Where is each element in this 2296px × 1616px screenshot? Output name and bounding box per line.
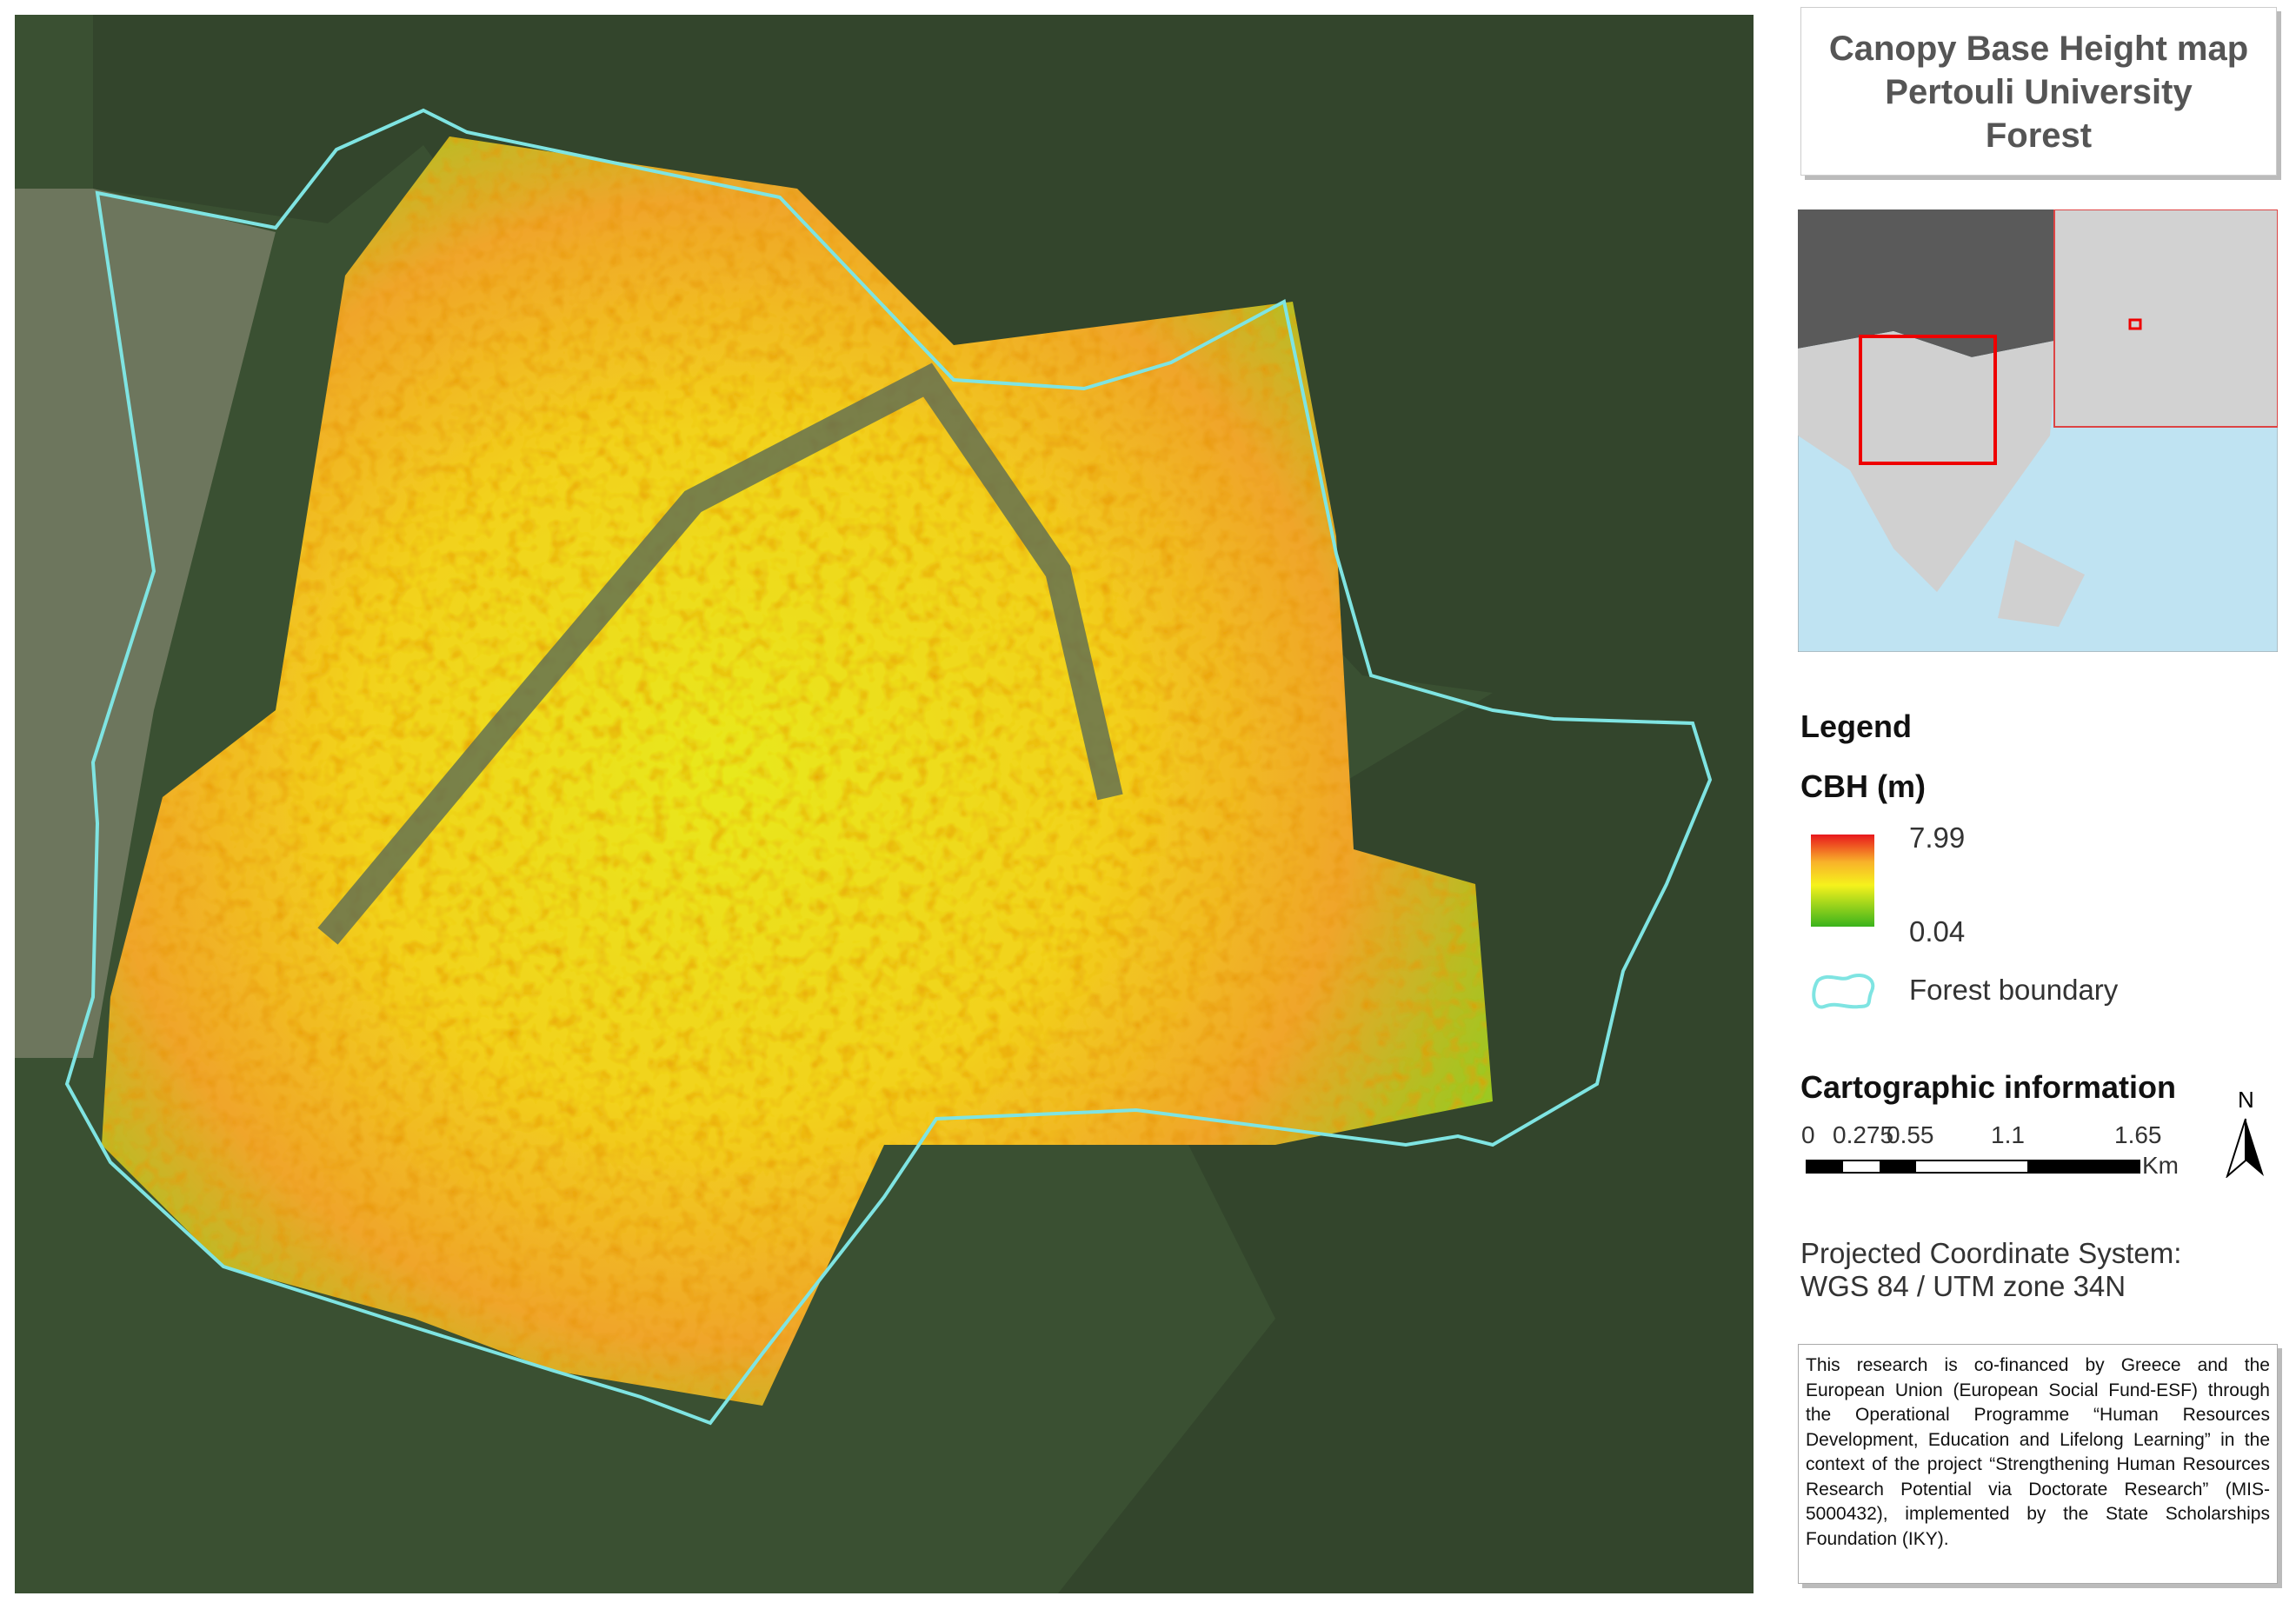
crs-line: WGS 84 / UTM zone 34N [1800, 1270, 2126, 1302]
ramp-max: 7.99 [1909, 821, 1966, 854]
north-label: N [2238, 1087, 2254, 1113]
boundary-icon [1812, 974, 1875, 1009]
legend-variable: CBH (m) [1800, 768, 1926, 804]
bare-slope [15, 189, 276, 1058]
funding-text: This research is co-financed by Greece a… [1806, 1355, 2270, 1549]
scale-label: 0 [1801, 1121, 1815, 1148]
scale-label: 0.55 [1887, 1121, 1934, 1148]
extent-box [1859, 335, 1997, 465]
valley [317, 362, 1123, 945]
north-arrow [2226, 1118, 2264, 1178]
forest-boundary [64, 108, 1713, 1426]
scale-bar [1806, 1160, 2140, 1174]
cartographic-heading: Cartographic information [1800, 1069, 2177, 1105]
scale-label: 1.1 [1991, 1121, 2025, 1148]
zoom-inset [2053, 209, 2278, 428]
boundary-label: Forest boundary [1909, 974, 2119, 1006]
ramp-min: 0.04 [1909, 915, 1966, 948]
title-line: Forest [1985, 116, 2093, 155]
inset-map [1798, 209, 2278, 652]
cbh-raster [102, 136, 1493, 1406]
title-line: Pertouli University [1885, 73, 2193, 111]
funding-box: This research is co-financed by Greece a… [1798, 1344, 2278, 1584]
title-line: Canopy Base Height map [1828, 30, 2249, 68]
scale-label: 0.275 [1833, 1121, 1894, 1148]
land [1998, 540, 2085, 627]
scale-label: 1.65 [2114, 1121, 2162, 1148]
legend-heading: Legend [1800, 708, 1913, 744]
site-box [2128, 318, 2142, 330]
title-box: Canopy Base Height map Pertouli Universi… [1800, 7, 2277, 176]
color-ramp [1811, 835, 1874, 927]
scale-unit: Km [2142, 1152, 2179, 1179]
map [15, 15, 1754, 1593]
crs-line: Projected Coordinate System: [1800, 1237, 2182, 1269]
